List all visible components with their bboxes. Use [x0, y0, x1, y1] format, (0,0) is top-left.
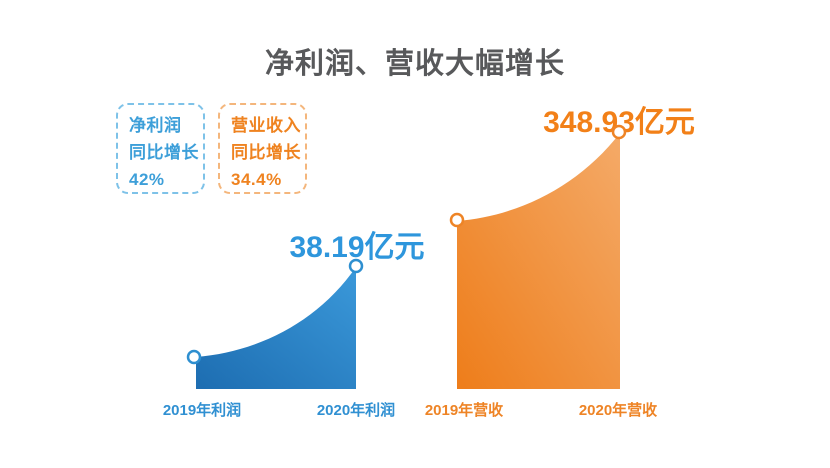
- profit-callout-growth-value: 42%: [129, 170, 165, 189]
- revenue-callout-line-1: 营业收入: [231, 116, 301, 135]
- revenue-callout-growth-value: 34.4%: [231, 170, 282, 189]
- axis-label-2019-revenue: 2019年营收: [424, 402, 504, 419]
- revenue-peak-marker: [611, 124, 627, 140]
- revenue-area-shape: [457, 133, 620, 389]
- profit-callout-line-2: 同比增长: [129, 143, 199, 162]
- axis-label-2020-profit: 2020年利润: [316, 402, 396, 419]
- profit-start-marker: [186, 349, 202, 365]
- revenue-start-marker: [449, 212, 465, 228]
- profit-peak-marker: [348, 258, 364, 274]
- page-title: 净利润、营收大幅增长: [264, 48, 565, 80]
- revenue-callout-line-2: 同比增长: [231, 143, 301, 162]
- profit-value-label: 38.19亿元: [289, 231, 425, 264]
- profit-growth-callout: 净利润 同比增长 42%: [116, 103, 205, 194]
- profit-area-shape: [196, 267, 356, 389]
- profit-callout-line-1: 净利润: [129, 116, 182, 135]
- axis-label-2019-profit: 2019年利润: [162, 402, 242, 419]
- axis-label-2020-revenue: 2020年营收: [578, 402, 658, 419]
- revenue-growth-callout: 营业收入 同比增长 34.4%: [218, 103, 307, 194]
